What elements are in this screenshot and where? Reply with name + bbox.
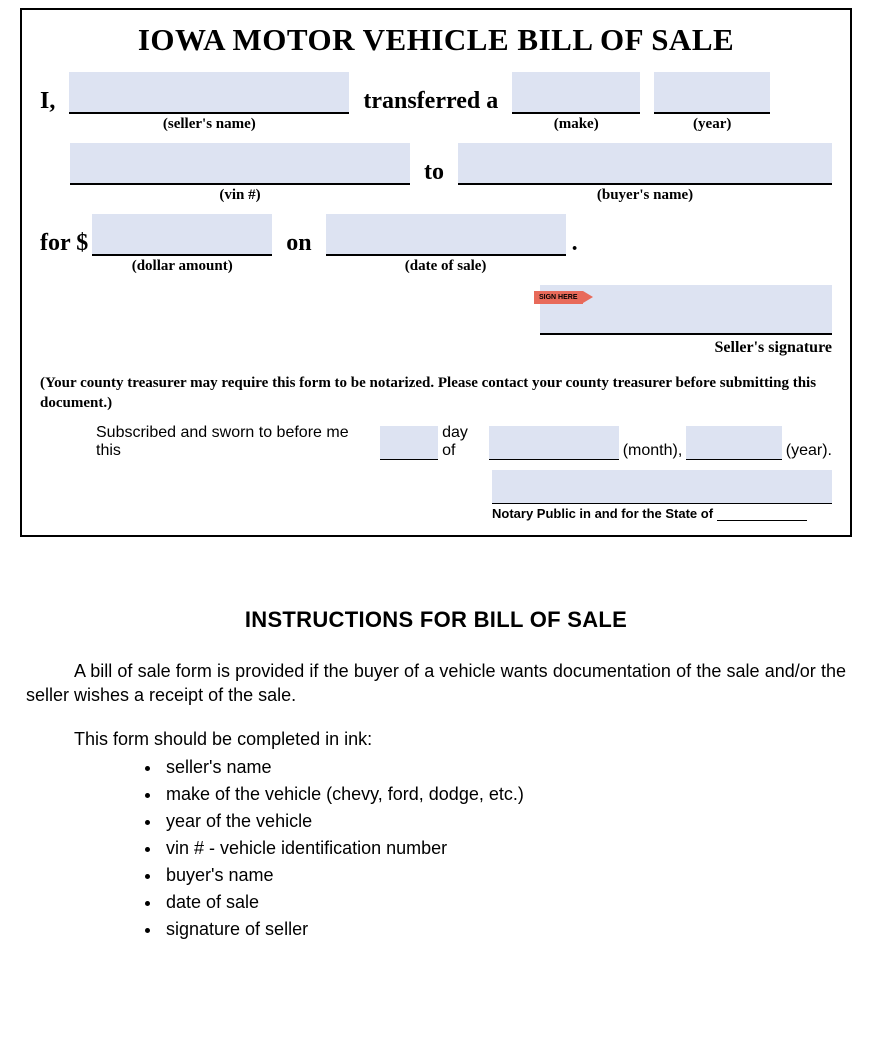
year-input[interactable] — [654, 72, 770, 114]
sworn-year-input[interactable] — [686, 426, 781, 460]
seller-signature-field[interactable]: SIGN HERE Seller's signature — [540, 285, 832, 357]
list-item: year of the vehicle — [162, 808, 846, 835]
sworn-year-label: (year). — [786, 442, 832, 460]
list-item: seller's name — [162, 754, 846, 781]
sign-here-tag: SIGN HERE — [534, 291, 583, 304]
notary-field: Notary Public in and for the State of — [492, 470, 832, 521]
signature-caption: Seller's signature — [540, 339, 832, 357]
dollar-amount-caption: (dollar amount) — [132, 258, 233, 275]
row-amount-date: for $ (dollar amount) on (date of sale) … — [40, 214, 832, 275]
make-input[interactable] — [512, 72, 640, 114]
notary-caption: Notary Public in and for the State of — [492, 506, 832, 521]
field-make: (make) — [512, 72, 640, 133]
buyer-name-caption: (buyer's name) — [597, 187, 693, 204]
row-signature: SIGN HERE Seller's signature — [40, 285, 832, 357]
instructions-paragraph: A bill of sale form is provided if the b… — [26, 659, 846, 708]
text-period: . — [566, 214, 578, 257]
text-for-dollar: for $ — [40, 214, 88, 257]
field-seller-name: (seller's name) — [69, 72, 349, 133]
date-of-sale-input[interactable] — [326, 214, 566, 256]
seller-name-caption: (seller's name) — [163, 116, 256, 133]
year-caption: (year) — [693, 116, 731, 133]
instructions-section: INSTRUCTIONS FOR BILL OF SALE A bill of … — [20, 607, 852, 944]
notarize-notice: (Your county treasurer may require this … — [40, 373, 832, 414]
sworn-month-label: (month), — [623, 442, 683, 460]
field-buyer-name: (buyer's name) — [458, 143, 832, 204]
field-date-of-sale: (date of sale) — [326, 214, 566, 275]
sworn-month-input[interactable] — [489, 426, 618, 460]
instructions-title: INSTRUCTIONS FOR BILL OF SALE — [26, 607, 846, 633]
notary-input[interactable] — [492, 470, 832, 504]
buyer-name-input[interactable] — [458, 143, 832, 185]
date-of-sale-caption: (date of sale) — [405, 258, 487, 275]
list-item: make of the vehicle (chevy, ford, dodge,… — [162, 781, 846, 808]
notary-state-blank[interactable] — [717, 520, 807, 521]
form-title: IOWA MOTOR VEHICLE BILL OF SALE — [40, 22, 832, 58]
sworn-day-input[interactable] — [380, 426, 438, 460]
instructions-list: seller's name make of the vehicle (chevy… — [26, 754, 846, 943]
vin-input[interactable] — [70, 143, 410, 185]
list-item: buyer's name — [162, 862, 846, 889]
page: IOWA MOTOR VEHICLE BILL OF SALE I, (sell… — [0, 0, 872, 983]
dollar-amount-input[interactable] — [92, 214, 272, 256]
sworn-day-label: day of — [442, 424, 485, 460]
text-transferred: transferred a — [363, 72, 498, 115]
field-year: (year) — [654, 72, 770, 133]
row-notary: Notary Public in and for the State of — [40, 470, 832, 521]
row-subscribed-sworn: Subscribed and sworn to before me this d… — [96, 424, 832, 460]
text-to: to — [424, 143, 444, 186]
text-i: I, — [40, 72, 55, 115]
text-on: on — [286, 214, 311, 257]
row-vin-buyer: (vin #) to (buyer's name) — [40, 143, 832, 204]
row-transfer: I, (seller's name) transferred a (make) … — [40, 72, 832, 133]
field-dollar-amount: (dollar amount) — [92, 214, 272, 275]
vin-caption: (vin #) — [219, 187, 260, 204]
instructions-lead: This form should be completed in ink: — [74, 729, 846, 750]
list-item: signature of seller — [162, 916, 846, 943]
make-caption: (make) — [554, 116, 599, 133]
field-vin: (vin #) — [70, 143, 410, 204]
list-item: date of sale — [162, 889, 846, 916]
list-item: vin # - vehicle identification number — [162, 835, 846, 862]
notary-caption-text: Notary Public in and for the State of — [492, 506, 713, 521]
seller-name-input[interactable] — [69, 72, 349, 114]
sworn-lead: Subscribed and sworn to before me this — [96, 424, 376, 460]
bill-of-sale-form: IOWA MOTOR VEHICLE BILL OF SALE I, (sell… — [20, 8, 852, 537]
